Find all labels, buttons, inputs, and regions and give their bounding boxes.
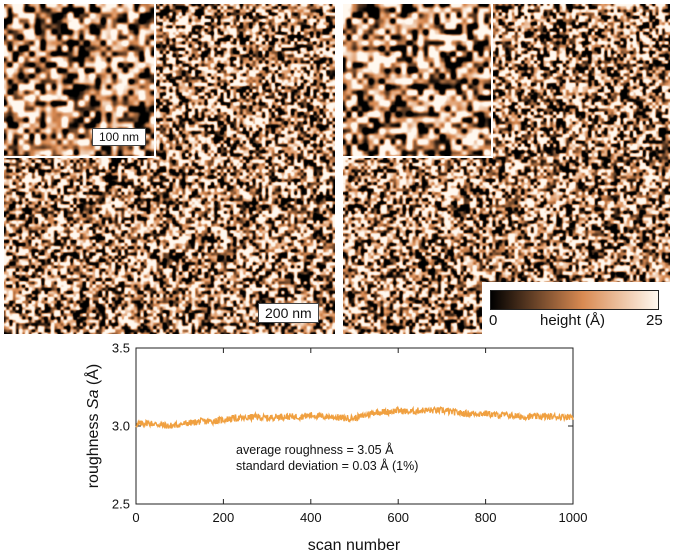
- x-tick-label: 200: [213, 510, 235, 525]
- annotation-stddev: standard deviation = 0.03 Å (1%): [236, 458, 418, 473]
- y-tick-label: 2.5: [112, 497, 130, 512]
- y-axis-label-unit: (Å): [83, 364, 102, 390]
- colorbar-title: height (Å): [540, 312, 606, 329]
- x-tick-label: 0: [132, 510, 139, 525]
- colorbar-max-label: 25: [646, 312, 663, 329]
- y-axis-label: roughness Sa (Å): [83, 364, 102, 489]
- afm-inset-right: [343, 4, 493, 158]
- afm-image-right: [343, 4, 670, 334]
- x-tick-label: 400: [300, 510, 322, 525]
- plot-frame: [135, 347, 574, 505]
- x-tick-label: 1000: [559, 510, 588, 525]
- x-tick-label: 600: [387, 510, 409, 525]
- afm-image-left: 100 nm 200 nm: [4, 4, 335, 334]
- roughness-series-line: [135, 405, 574, 430]
- y-axis-label-prefix: roughness: [85, 409, 102, 488]
- x-axis-label: scan number: [308, 537, 401, 554]
- y-tick-label: 3.5: [112, 341, 130, 356]
- colorbar: [490, 290, 659, 310]
- y-tick-label: 3.0: [112, 419, 130, 434]
- inset-scale-label: 100 nm: [92, 128, 147, 146]
- annotation-average: average roughness = 3.05 Å: [236, 442, 394, 457]
- main-scale-label: 200 nm: [258, 303, 319, 323]
- x-tick-label: 800: [475, 510, 497, 525]
- colorbar-min-label: 0: [489, 312, 498, 329]
- y-axis-label-variable: Sa: [85, 389, 102, 409]
